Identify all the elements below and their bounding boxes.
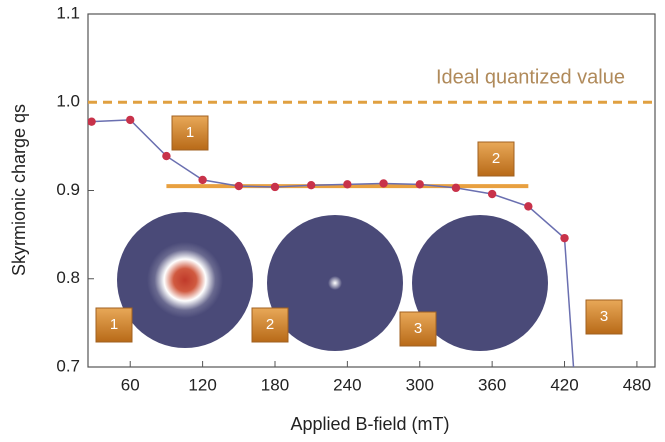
ideal-line-label: Ideal quantized value (436, 67, 625, 89)
inset-skyrmion (147, 242, 223, 318)
label-box: 2 (251, 307, 289, 343)
inset-skyrmion (328, 276, 342, 290)
y-tick-label: 1.0 (56, 92, 80, 111)
label-box: 2 (477, 141, 515, 177)
label-box: 3 (585, 299, 623, 335)
label-box-text: 1 (110, 316, 118, 333)
label-box: 1 (171, 115, 209, 151)
insets (117, 212, 548, 351)
data-point (88, 117, 96, 126)
data-point (415, 180, 424, 189)
data-point (126, 115, 135, 125)
data-point (560, 233, 569, 243)
x-tick-label: 480 (623, 375, 651, 394)
label-box-bg (399, 311, 437, 347)
label-box-text: 3 (414, 320, 422, 337)
x-tick-label: 240 (333, 375, 361, 394)
x-tick-label: 60 (121, 375, 140, 394)
y-tick-label: 0.9 (56, 180, 80, 199)
data-point (379, 179, 388, 188)
data-point (487, 189, 497, 199)
label-box: 3 (399, 311, 437, 347)
plot-area (88, 100, 655, 415)
x-tick-label: 360 (478, 375, 506, 394)
y-tick-label: 1.1 (56, 3, 80, 22)
data-point (234, 181, 243, 191)
inset-disc (412, 215, 548, 351)
y-tick-label: 0.8 (56, 268, 80, 287)
x-tick-label: 180 (261, 375, 289, 394)
data-point (270, 182, 280, 192)
x-tick-label: 420 (550, 375, 578, 394)
label-box-text: 2 (492, 150, 500, 167)
label-box-text: 3 (600, 308, 608, 325)
label-box: 1 (95, 307, 133, 343)
y-axis-label: Skyrmionic charge qs (9, 104, 29, 276)
label-box-text: 2 (266, 316, 274, 333)
label-box-bg (477, 141, 515, 177)
label-box-text: 1 (186, 124, 194, 141)
data-point (451, 183, 461, 193)
label-box-bg (95, 307, 133, 343)
data-point (524, 202, 533, 211)
data-point (343, 180, 352, 189)
x-tick-label: 300 (406, 375, 434, 394)
y-tick-label: 0.7 (56, 356, 80, 375)
data-point (572, 407, 580, 415)
data-point (198, 175, 207, 185)
x-axis-label: Applied B-field (mT) (290, 414, 449, 434)
x-tick-label: 120 (188, 375, 216, 394)
label-box-bg (171, 115, 209, 151)
data-point (306, 181, 316, 190)
label-box-bg (251, 307, 289, 343)
data-point (162, 151, 171, 161)
label-box-bg (585, 299, 623, 335)
